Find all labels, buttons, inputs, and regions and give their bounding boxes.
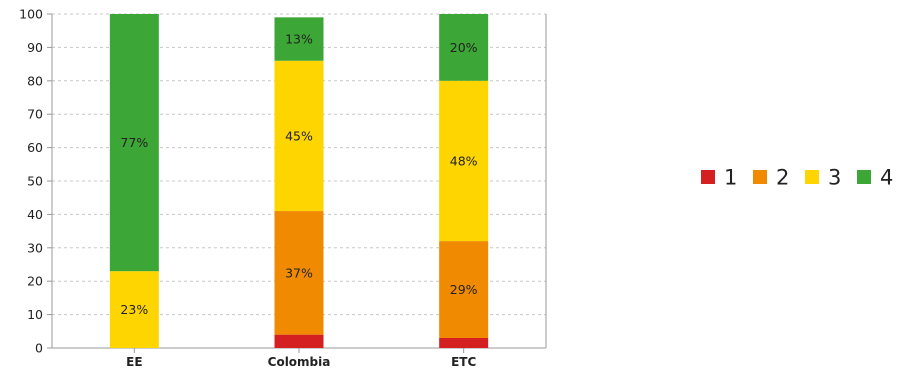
bar-segment-ee-4 — [109, 14, 159, 272]
data-labels: 23% 77% 37% 45% 13% 29% 48% 20% — [120, 32, 477, 318]
bars — [109, 14, 489, 348]
bar-segment-colombia-1 — [274, 334, 324, 348]
legend-label: 3 — [828, 166, 841, 190]
data-label: 20% — [450, 40, 478, 55]
y-tick-label: 30 — [27, 240, 43, 255]
y-tick-label: 40 — [27, 207, 43, 222]
y-tick-label: 50 — [27, 174, 43, 189]
y-tick-label: 10 — [27, 307, 43, 322]
legend: 1 2 3 4 — [701, 166, 893, 190]
data-label: 23% — [120, 302, 148, 317]
data-label: 13% — [285, 32, 313, 47]
bar-segment-colombia-2 — [274, 211, 324, 335]
x-category-label: ETC — [451, 355, 476, 369]
x-category-label: Colombia — [268, 355, 331, 369]
y-tick-label: 20 — [27, 274, 43, 289]
legend-label: 1 — [724, 166, 737, 190]
legend-swatch-3 — [805, 170, 819, 184]
legend-swatch-1 — [701, 170, 715, 184]
axes: 0 10 20 30 40 50 60 70 80 90 100 EE Colombia ETC — [19, 7, 547, 369]
bar-segment-etc-2 — [439, 241, 489, 338]
bar-segment-etc-3 — [439, 80, 489, 242]
legend-label: 2 — [776, 166, 789, 190]
data-label: 77% — [120, 135, 148, 150]
y-tick-label: 60 — [27, 140, 43, 155]
x-category-label: EE — [126, 355, 142, 369]
data-label: 37% — [285, 265, 313, 280]
y-tick-label: 0 — [35, 341, 43, 356]
legend-swatch-2 — [753, 170, 767, 184]
y-tick-label: 100 — [19, 7, 43, 22]
y-tick-label: 90 — [27, 40, 43, 55]
data-label: 45% — [285, 128, 313, 143]
data-label: 29% — [450, 282, 478, 297]
bar-segment-etc-4 — [439, 14, 489, 81]
y-tick-label: 80 — [27, 73, 43, 88]
y-tick-label: 70 — [27, 107, 43, 122]
bar-segment-etc-1 — [439, 337, 489, 348]
legend-swatch-4 — [857, 170, 871, 184]
bar-segment-ee-3 — [109, 271, 159, 348]
bar-segment-colombia-4 — [274, 17, 324, 61]
bar-segment-colombia-3 — [274, 60, 324, 212]
legend-label: 4 — [880, 166, 893, 190]
data-label: 48% — [450, 153, 478, 168]
